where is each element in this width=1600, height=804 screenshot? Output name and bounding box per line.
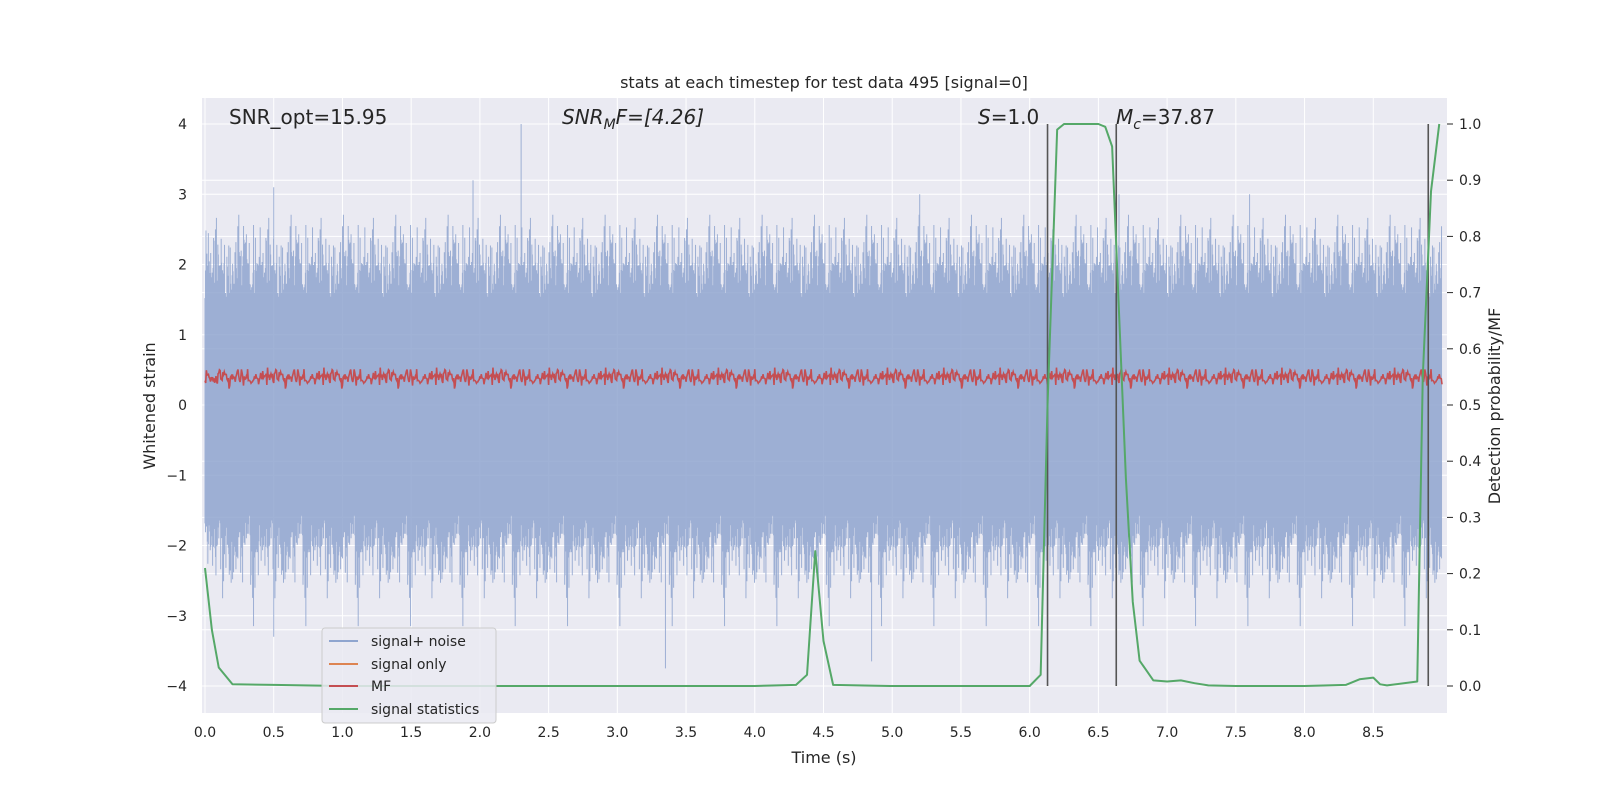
y-tick-label: −1 xyxy=(166,468,187,484)
x-tick-label: 5.0 xyxy=(881,725,903,741)
s-rest: =1.0 xyxy=(991,105,1040,129)
snr-mf-base: SNR xyxy=(562,105,604,129)
x-tick-label: 6.5 xyxy=(1087,725,1109,741)
series-signal-statistics xyxy=(204,123,1441,687)
x-tick-label: 7.5 xyxy=(1225,725,1247,741)
x-tick-label: 4.5 xyxy=(812,725,834,741)
annotation-mc: Mc=37.87 xyxy=(1116,105,1215,133)
y-tick-label: 2 xyxy=(178,258,187,274)
y-axis-label: Whitened strain xyxy=(140,342,159,469)
y-right-tick-label: 0.3 xyxy=(1459,510,1481,526)
x-tick-label: 7.0 xyxy=(1156,725,1178,741)
legend-label-signal-only: signal only xyxy=(371,657,446,673)
mc-sub: c xyxy=(1133,117,1141,133)
y-right-tick-label: 0.7 xyxy=(1459,286,1481,302)
y-tick-label: −4 xyxy=(166,679,187,695)
y-axis-right-label: Detection probability/MF xyxy=(1485,308,1504,505)
y-right-tick-label: 0.0 xyxy=(1459,679,1481,695)
y-right-tick-label: 0.1 xyxy=(1459,623,1481,639)
signal-noise-trace xyxy=(204,124,1443,669)
legend-box xyxy=(321,627,497,724)
snr-mf-rest: F=[4.26] xyxy=(616,105,704,129)
y-axis-right-ticks: 0.0 0.1 0.2 0.3 0.4 0.5 0.6 0.7 0.8 0.9 1.0 xyxy=(1447,117,1481,695)
x-tick-label: 8.5 xyxy=(1362,725,1384,741)
y-right-tick-label: 0.4 xyxy=(1459,454,1481,470)
x-axis-ticks: 0.0 0.5 1.0 1.5 2.0 2.5 3.0 3.5 4.0 4.5 5.0 5.5 6.0 6… xyxy=(194,725,1385,741)
annotation-s: S=1.0 xyxy=(978,105,1039,129)
y-tick-label: 4 xyxy=(178,117,187,133)
s-symbol: S xyxy=(978,105,991,129)
mc-base: M xyxy=(1116,105,1133,129)
y-right-tick-label: 0.8 xyxy=(1459,229,1481,245)
y-tick-label: −3 xyxy=(166,609,187,625)
legend-label-signal-noise: signal+ noise xyxy=(371,634,466,650)
mc-rest: =37.87 xyxy=(1141,105,1215,129)
x-tick-label: 1.5 xyxy=(400,725,422,741)
annotation-snr-mf: SNRMF=[4.26] xyxy=(562,105,704,133)
legend-label-signal-statistics: signal statistics xyxy=(371,702,479,718)
y-right-tick-label: 0.9 xyxy=(1459,173,1481,189)
x-tick-label: 8.0 xyxy=(1293,725,1315,741)
x-axis-label: Time (s) xyxy=(790,748,856,767)
y-tick-label: 3 xyxy=(178,187,187,203)
x-tick-label: 5.5 xyxy=(950,725,972,741)
x-tick-label: 3.0 xyxy=(606,725,628,741)
y-right-tick-label: 1.0 xyxy=(1459,117,1481,133)
legend: signal+ noise signal only MF signal stat… xyxy=(321,627,497,724)
x-tick-label: 0.0 xyxy=(194,725,216,741)
y-right-tick-label: 0.2 xyxy=(1459,567,1481,583)
x-tick-label: 2.5 xyxy=(537,725,559,741)
x-tick-label: 1.0 xyxy=(331,725,353,741)
x-tick-label: 2.0 xyxy=(469,725,491,741)
chart-title: stats at each timestep for test data 495… xyxy=(620,73,1028,92)
snr-mf-sub: M xyxy=(604,117,616,133)
mf-trace xyxy=(204,367,1443,389)
y-tick-label: −2 xyxy=(166,539,187,555)
x-tick-label: 0.5 xyxy=(263,725,285,741)
y-right-tick-label: 0.6 xyxy=(1459,342,1481,358)
x-tick-label: 4.0 xyxy=(744,725,766,741)
annotation-snr-opt: SNR_opt=15.95 xyxy=(229,105,387,129)
legend-label-mf: MF xyxy=(371,679,391,695)
y-right-tick-label: 0.5 xyxy=(1459,398,1481,414)
series-signal-noise xyxy=(204,124,1443,669)
series-mf xyxy=(204,367,1443,389)
x-tick-label: 3.5 xyxy=(675,725,697,741)
y-tick-label: 0 xyxy=(178,398,187,414)
signal-statistics-line xyxy=(204,123,1441,687)
y-axis-ticks: −4 −3 −2 −1 0 1 2 3 4 xyxy=(166,117,187,695)
y-tick-label: 1 xyxy=(178,328,187,344)
x-tick-label: 6.0 xyxy=(1019,725,1041,741)
